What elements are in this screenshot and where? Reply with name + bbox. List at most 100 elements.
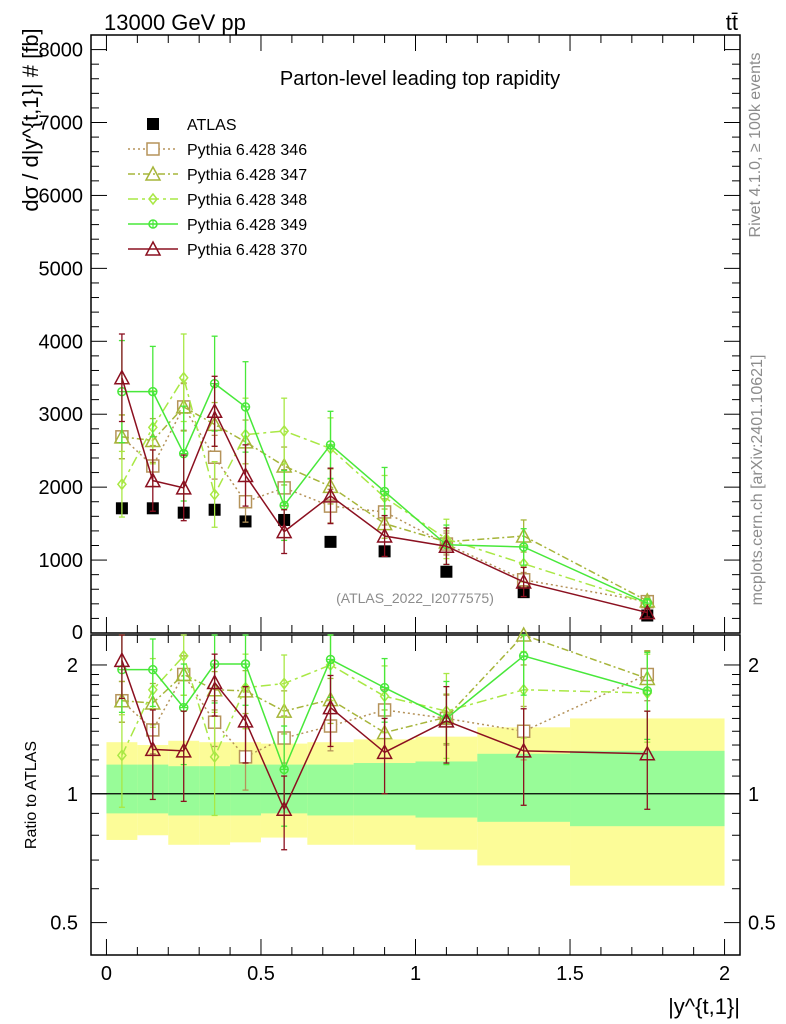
ratio-point	[639, 745, 656, 761]
series-line	[121, 375, 648, 604]
main-y-axis: 1000 2000 3000 4000 5000 6000 7000 8000 0	[39, 40, 740, 644]
ratio-point	[279, 677, 290, 690]
ratio-series-p370	[113, 634, 656, 851]
x-tick-label: 0.5	[247, 963, 275, 985]
analysis-watermark: (ATLAS_2022_I2077575)	[336, 590, 494, 606]
legend-entry-p370: Pythia 6.428 370	[128, 240, 307, 259]
ratio-point	[642, 686, 653, 696]
y-tick-label: 5000	[39, 258, 84, 280]
legend-entry-p349: Pythia 6.428 349	[128, 217, 307, 234]
ratio-point	[515, 742, 532, 758]
data-point	[325, 440, 336, 450]
data-point	[279, 500, 289, 511]
data-point	[206, 402, 223, 419]
data-point	[438, 537, 455, 553]
ratio-point	[275, 800, 293, 817]
stat-uncertainty-band	[415, 761, 478, 818]
ratio-point	[206, 673, 223, 690]
series-p349	[117, 335, 653, 609]
ratio-point	[178, 649, 189, 663]
source-label: mcplots.cern.ch [arXiv:2401.10621]	[749, 355, 766, 606]
data-point	[275, 523, 293, 539]
y-tick-label: 2000	[39, 477, 84, 499]
ratio-point	[322, 699, 339, 715]
ratio-axis-label: Ratio to ATLAS	[23, 741, 40, 849]
rivet-version-label: Rivet 4.1.0, ≥ 100k events	[747, 53, 764, 238]
data-point	[237, 466, 254, 483]
legend: ATLAS Pythia 6.428 346 Pythia 6.428 347 Pyt…	[128, 117, 307, 259]
legend-label: Pythia 6.428 349	[187, 217, 307, 234]
stat-uncertainty-band	[307, 764, 354, 816]
ratio-point	[279, 764, 289, 775]
ratio-point	[438, 712, 455, 728]
legend-marker	[144, 240, 162, 256]
x-axis: 0 0.5 1 1.5 2	[101, 35, 730, 985]
data-point	[175, 479, 192, 495]
data-point	[240, 402, 251, 412]
ratio-tick-label-left: 0.5	[50, 913, 78, 935]
data-point	[518, 542, 529, 552]
chart-title: Parton-level leading top rapidity	[280, 68, 560, 90]
series-line	[121, 405, 648, 602]
uncertainty-bands	[91, 718, 740, 886]
ratio-y-axis: 0.5 0.5 1 1 2 2	[50, 655, 776, 935]
ratio-tick-label-right: 1	[748, 784, 759, 806]
ratio-point	[116, 749, 127, 762]
ratio-point	[178, 702, 189, 713]
y-axis-label: dσ / d|y^{t,1}| # [fb]	[18, 28, 43, 211]
legend-entry-atlas: ATLAS	[147, 117, 237, 134]
y-tick-label: 3000	[39, 404, 84, 426]
ratio-series-layer	[113, 626, 656, 851]
ratio-series-line	[121, 673, 648, 758]
x-tick-label: 2	[719, 963, 730, 985]
legend-label: ATLAS	[187, 117, 237, 134]
x-tick-label: 1.5	[556, 963, 584, 985]
ratio-point	[175, 742, 192, 758]
ratio-tick-label-left: 2	[67, 655, 78, 677]
y-zero-label: 0	[72, 622, 83, 644]
y-tick-label: 6000	[39, 185, 84, 207]
ratio-tick-label-right: 0.5	[748, 913, 776, 935]
legend-label: Pythia 6.428 346	[187, 142, 307, 159]
series-line	[121, 405, 648, 603]
data-point	[440, 565, 453, 578]
data-point	[322, 487, 339, 503]
x-axis-label: |y^{t,1}|	[668, 994, 740, 1019]
legend-entry-p348: Pythia 6.428 348	[128, 192, 307, 209]
ratio-point	[376, 743, 393, 760]
legend-entry-p346: Pythia 6.428 346	[128, 142, 307, 159]
legend-marker	[148, 192, 158, 206]
y-tick-label: 8000	[39, 40, 84, 62]
y-tick-label: 4000	[39, 331, 84, 353]
ratio-point	[325, 654, 336, 665]
legend-marker	[144, 165, 162, 181]
ratio-tick-label-right: 2	[748, 655, 759, 677]
ratio-plot-panel: Ratio to ATLAS 0.5 0.5 1 1 2 2 0 0.5 1 1.5 2 |y^{…	[23, 35, 776, 1019]
legend-marker	[146, 142, 160, 156]
ratio-point	[237, 712, 254, 728]
data-point	[116, 478, 127, 491]
x-tick-label: 0	[101, 963, 112, 985]
ratio-point	[113, 651, 131, 668]
ratio-point	[379, 682, 390, 693]
main-plot-panel: Parton-level leading top rapidity (ATLAS…	[18, 28, 741, 644]
ratio-point	[148, 664, 158, 675]
data-point	[376, 527, 393, 543]
ratio-point	[209, 750, 220, 764]
legend-entry-p347: Pythia 6.428 347	[128, 165, 307, 184]
legend-label: Pythia 6.428 347	[187, 167, 307, 184]
data-point	[148, 386, 158, 397]
legend-marker	[147, 118, 159, 130]
ratio-tick-label-left: 1	[67, 784, 78, 806]
process-label: tt̄	[726, 10, 738, 35]
legend-label: Pythia 6.428 348	[187, 192, 307, 209]
data-point	[144, 472, 162, 488]
data-point	[379, 486, 390, 497]
legend-marker	[148, 219, 158, 229]
ratio-point	[144, 740, 162, 757]
legend-label: Pythia 6.428 370	[187, 242, 307, 259]
data-point	[515, 573, 532, 589]
data-point	[209, 488, 220, 501]
x-tick-label: 1	[410, 963, 421, 985]
